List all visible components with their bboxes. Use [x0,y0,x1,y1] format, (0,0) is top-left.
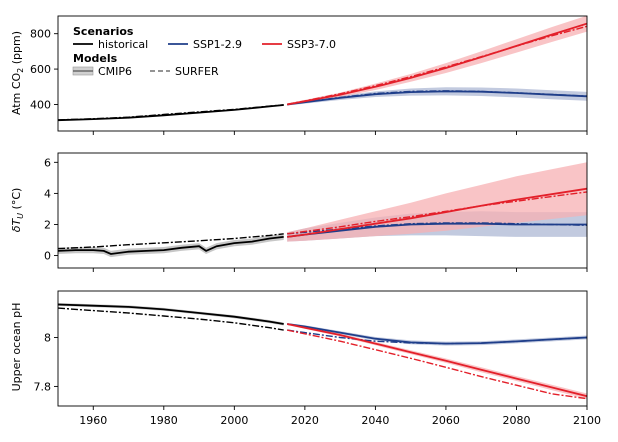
band-ssp129-cmip6 [287,87,587,106]
plot-area [58,162,587,258]
band-ssp370-cmip6 [287,323,587,399]
band-ssp370-cmip6 [287,162,587,242]
x-tick-label: 2080 [502,414,530,427]
line-ssp370-cmip6 [287,323,587,398]
x-tick-label: 2100 [573,414,601,427]
line-ssp129-surfer [287,329,587,345]
line-historical-surfer [58,307,284,331]
x-tick-label: 2000 [220,414,248,427]
legend-cmip6-label: CMIP6 [98,65,132,78]
legend-ssp370-label: SSP3-7.0 [287,38,336,51]
legend-scenarios-title: Scenarios [73,25,134,38]
y-tick-label: 0 [44,250,51,263]
line-ssp129-surfer [287,222,587,235]
temperature-axis-label: δTU (°C) [10,188,25,233]
ph-axis-label: Upper ocean pH [10,303,23,392]
line-ssp129-surfer [287,90,587,105]
plot-area [58,16,587,122]
line-historical-surfer [58,233,284,250]
legend-ssp129-label: SSP1-2.9 [193,38,242,51]
band-historical-cmip6 [58,233,284,258]
legend-surfer-label: SURFER [175,65,219,78]
x-tick-label: 1980 [150,414,178,427]
ph-panel: 7.8 8 1960 1980 2000 2020 2040 2060 2080 2100 [34,290,601,427]
y-tick-label: 7.8 [34,380,52,393]
legend-historical-label: historical [98,38,148,51]
line-ssp370-surfer [287,191,587,235]
band-ssp129-cmip6 [287,323,587,346]
legend: Scenarios historical SSP1-2.9 SSP3-7.0 M… [72,25,336,78]
x-tick-label: 2060 [432,414,460,427]
y-tick-label: 2 [44,218,51,231]
line-ssp370-surfer [287,329,587,400]
y-tick-label: 600 [30,63,51,76]
plot-area [58,303,587,400]
y-tick-label: 400 [30,98,51,111]
line-ssp370-surfer [287,25,587,105]
x-tick-label: 1960 [79,414,107,427]
line-ssp370-cmip6 [287,187,587,238]
y-tick-label: 800 [30,28,51,41]
co2-axis-label: Atm CO2 (ppm) [10,31,25,115]
axes-frame [57,152,588,269]
x-tick-label: 2020 [291,414,319,427]
y-tick-label: 8 [44,331,51,344]
y-tick-label: 6 [44,156,51,169]
y-tick-label: 4 [44,187,51,200]
axes-frame [57,15,588,132]
legend-models-title: Models [73,52,118,65]
x-tick-label: 2040 [361,414,389,427]
axes-frame [57,290,588,407]
co2-panel: 400 600 800 [30,15,588,135]
temperature-panel: 0 2 4 6 [44,152,588,272]
line-historical-cmip6 [58,303,284,325]
line-historical-surfer [58,104,284,121]
line-historical-cmip6 [58,236,284,255]
